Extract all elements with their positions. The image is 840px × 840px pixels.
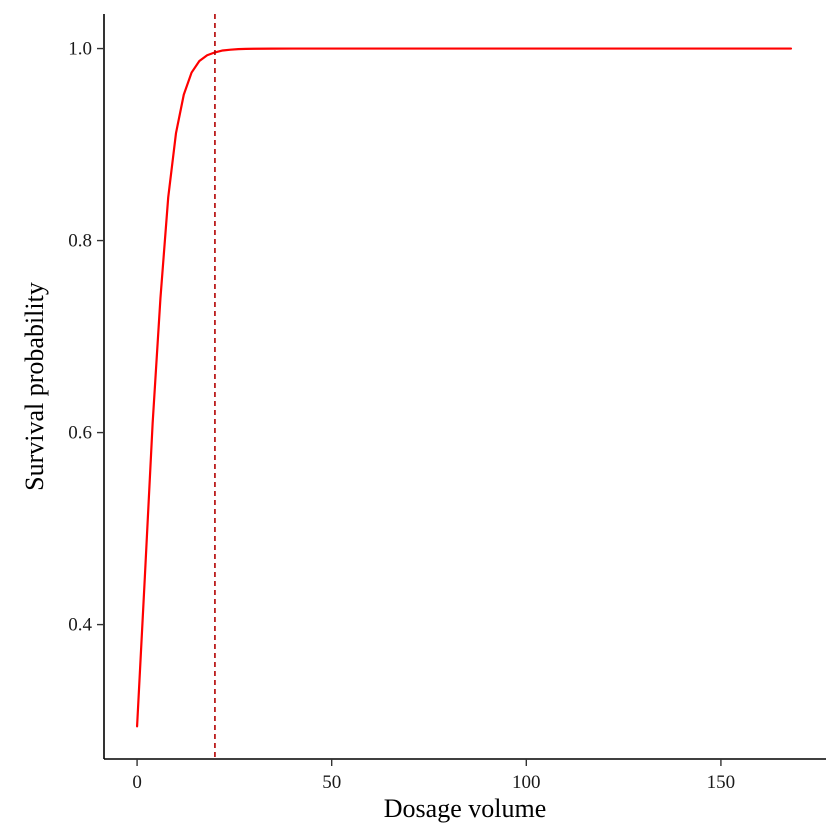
y-tick-label: 1.0 <box>68 39 92 60</box>
y-axis-title: Survival probability <box>20 282 49 491</box>
x-axis-title: Dosage volume <box>384 794 546 823</box>
plot-area <box>135 14 793 759</box>
y-tick-label: 0.4 <box>68 615 92 636</box>
x-tick-label: 100 <box>512 772 541 793</box>
y-tick-label: 0.8 <box>68 231 92 252</box>
x-tick-label: 50 <box>322 772 341 793</box>
x-tick-label: 150 <box>707 772 736 793</box>
x-tick-label: 0 <box>132 772 142 793</box>
y-tick-label: 0.6 <box>68 423 92 444</box>
ticks: 0 50 100 150 0.4 0.6 0.8 1.0 <box>68 39 735 793</box>
axes <box>103 14 826 760</box>
survival-curve-line <box>135 47 793 728</box>
